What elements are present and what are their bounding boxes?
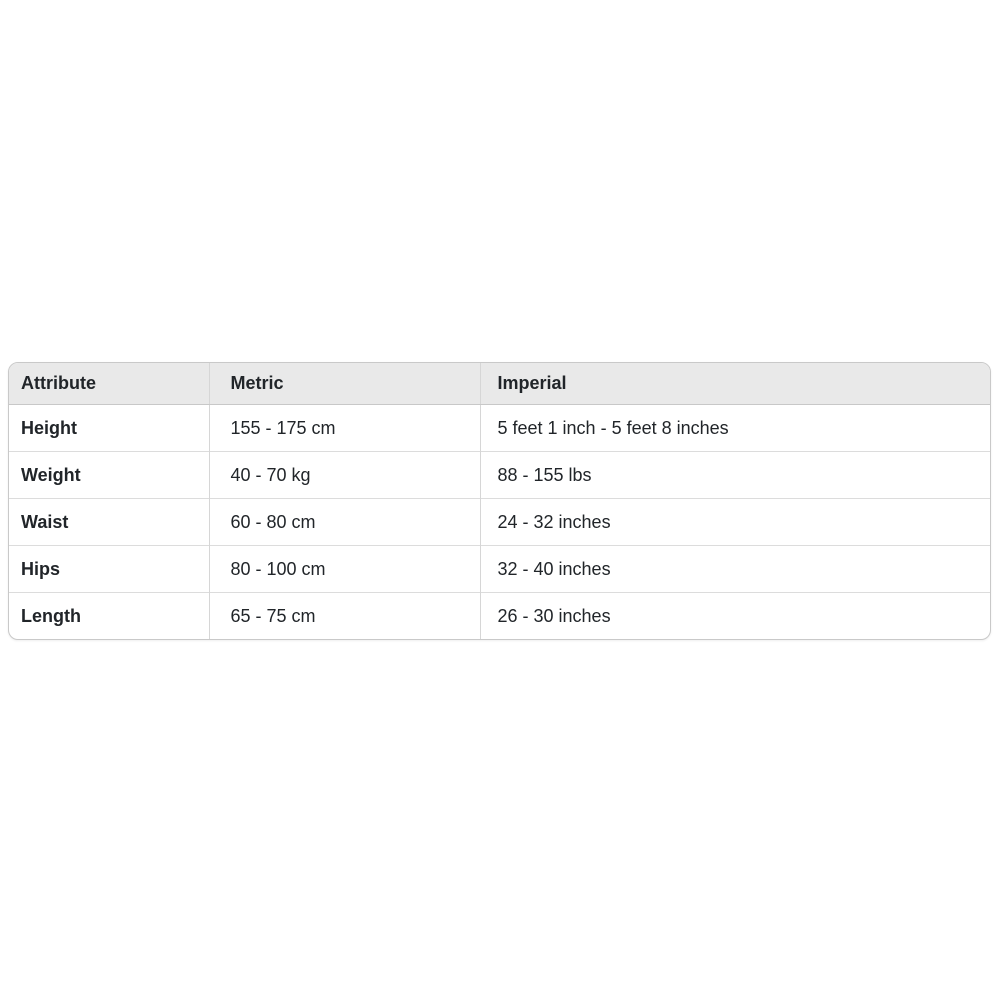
attribute-cell: Height xyxy=(9,404,210,452)
table-row-height: Height 155 - 175 cm 5 feet 1 inch - 5 fe… xyxy=(9,404,990,452)
column-header-metric: Metric xyxy=(209,363,481,405)
imperial-cell: 5 feet 1 inch - 5 feet 8 inches xyxy=(497,417,729,438)
table-row-waist: Waist 60 - 80 cm 24 - 32 inches xyxy=(9,498,990,546)
table-row-weight: Weight 40 - 70 kg 88 - 155 lbs xyxy=(9,451,990,499)
table-row-hips: Hips 80 - 100 cm 32 - 40 inches xyxy=(9,545,990,593)
imperial-cell: 32 - 40 inches xyxy=(480,545,990,593)
table-row-length: Length 65 - 75 cm 26 - 30 inches xyxy=(9,592,990,639)
table-header-row: Attribute Metric Imperial xyxy=(9,363,990,405)
attribute-cell: Weight xyxy=(9,451,210,499)
attribute-cell: Hips xyxy=(9,545,210,593)
metric-cell: 60 - 80 cm xyxy=(209,498,481,546)
metric-cell: 65 - 75 cm xyxy=(209,592,481,639)
column-header-imperial: Imperial xyxy=(480,363,990,405)
size-chart-table: Attribute Metric Imperial Height 155 - 1… xyxy=(8,362,991,640)
column-header-attribute: Attribute xyxy=(9,363,210,405)
attribute-cell: Length xyxy=(9,592,210,639)
metric-cell: 155 - 175 cm xyxy=(209,404,481,452)
imperial-cell: 88 - 155 lbs xyxy=(480,451,990,499)
imperial-cell: 24 - 32 inches xyxy=(480,498,990,546)
imperial-cell: 26 - 30 inches xyxy=(480,592,990,639)
attribute-cell: Waist xyxy=(9,498,210,546)
metric-cell: 80 - 100 cm xyxy=(209,545,481,593)
size-table: Attribute Metric Imperial Height 155 - 1… xyxy=(9,363,990,639)
metric-cell: 40 - 70 kg xyxy=(209,451,481,499)
